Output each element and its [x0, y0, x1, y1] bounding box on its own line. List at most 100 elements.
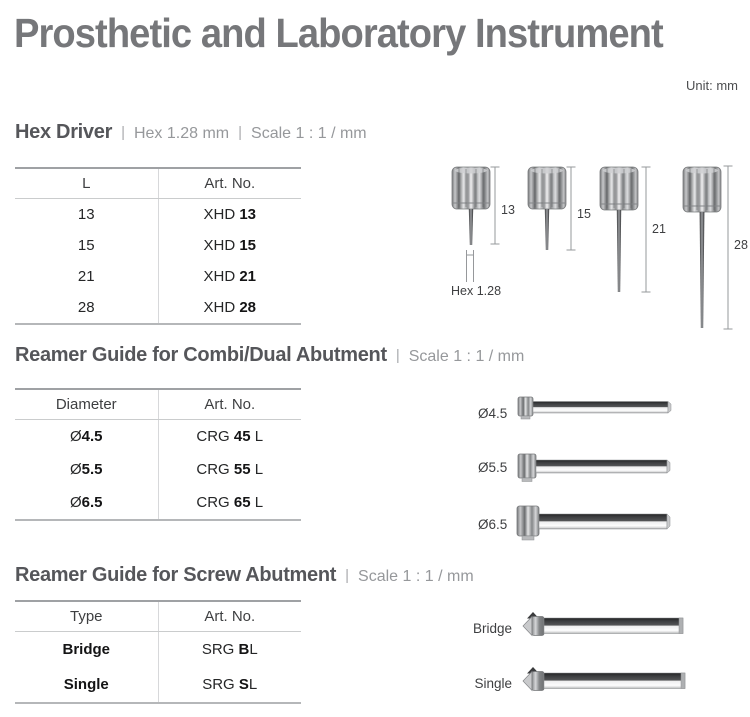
dimension-28	[723, 165, 733, 330]
dimension-15	[566, 166, 576, 251]
diameter-cell: Ø5.5	[15, 453, 159, 486]
table-row: 21 XHD 21	[15, 261, 301, 292]
table-row: 28 XHD 28	[15, 292, 301, 324]
page-title: Prosthetic and Laboratory Instrument	[14, 10, 664, 56]
diameter-cell: Ø6.5	[15, 486, 159, 520]
column-header-diameter: Diameter	[15, 389, 159, 420]
art-suffix: L	[250, 428, 264, 445]
art-bold: 55	[233, 461, 251, 478]
art-prefix: CRG	[196, 428, 234, 445]
section-spec: Scale 1 : 1 / mm	[358, 568, 474, 585]
art-no-cell: CRG 65 L	[158, 486, 301, 520]
hex-driver-figure: 13 Hex 1.28 15 21	[451, 165, 748, 330]
column-header-art-no: Art. No.	[158, 168, 301, 199]
hex-size-label: Hex 1.28	[451, 284, 501, 298]
diameter-symbol: Ø	[69, 461, 82, 478]
diameter-symbol: Ø	[69, 428, 82, 445]
reamer-d65-drawing	[516, 505, 671, 541]
reamer-d55-drawing	[517, 453, 671, 482]
diameter-value: 5.5	[81, 461, 103, 478]
diameter-cell: Ø4.5	[15, 419, 159, 453]
art-no-cell: XHD 28	[158, 292, 301, 324]
section-title: Hex Driver	[15, 121, 113, 143]
table-row: Bridge SRG BL	[15, 631, 301, 668]
hex-driver-table: L Art. No. 13 XHD 13 15 XHD 15 21 XHD 21…	[15, 167, 301, 325]
art-bold: S	[238, 676, 249, 693]
column-header-type: Type	[15, 601, 159, 632]
art-suffix: L	[248, 676, 258, 693]
type-cell: Bridge	[15, 631, 159, 667]
art-suffix: L	[249, 641, 258, 658]
art-bold: 13	[239, 206, 257, 223]
dim-label-28: 28	[734, 238, 748, 252]
art-no-cell: CRG 55 L	[158, 453, 301, 486]
art-suffix: L	[250, 461, 264, 478]
column-header-art-no: Art. No.	[158, 389, 301, 420]
table-header-row: L Art. No.	[15, 168, 301, 199]
table-row: Ø6.5 CRG 65 L	[15, 486, 301, 520]
art-prefix: XHD	[203, 237, 240, 254]
table-row: Single SRG SL	[15, 667, 301, 703]
column-header-art-no: Art. No.	[158, 601, 301, 632]
screw-reamer-label-bridge: Bridge	[473, 621, 512, 636]
diameter-value: 4.5	[81, 428, 103, 445]
reamer-label-d45: Ø4.5	[478, 406, 507, 421]
column-header-l: L	[15, 168, 159, 199]
unit-label: Unit: mm	[686, 78, 738, 93]
table-row: Ø5.5 CRG 55 L	[15, 453, 301, 486]
diameter-value: 6.5	[81, 494, 103, 511]
art-no-cell: XHD 13	[158, 199, 301, 231]
hex-driver-28-drawing	[682, 166, 722, 328]
art-bold: B	[238, 641, 250, 658]
hex-width-dimension	[466, 250, 474, 282]
art-prefix: SRG	[201, 641, 239, 658]
table-header-row: Type Art. No.	[15, 601, 301, 632]
reamer-combi-table: Diameter Art. No. Ø4.5 CRG 45 L Ø5.5 CRG…	[15, 388, 301, 521]
table-row: 13 XHD 13	[15, 198, 301, 231]
section-spec: Scale 1 : 1 / mm	[251, 125, 367, 142]
reamer-screw-figure: Bridge Single	[473, 612, 686, 692]
table-row: Ø4.5 CRG 45 L	[15, 419, 301, 453]
reamer-label-d55: Ø5.5	[478, 460, 507, 475]
dimension-21	[641, 166, 651, 293]
art-no-cell: SRG BL	[158, 632, 301, 668]
length-cell: 13	[15, 198, 159, 230]
section-title: Reamer Guide for Screw Abutment	[15, 564, 337, 586]
art-prefix: CRG	[196, 461, 234, 478]
section-header-reamer-combi: Reamer Guide for Combi/Dual Abutment | S…	[15, 344, 524, 367]
dim-label-15: 15	[577, 207, 591, 221]
art-prefix: CRG	[196, 494, 234, 511]
art-bold: 21	[239, 268, 257, 285]
dim-label-21: 21	[652, 222, 666, 236]
screw-reamer-bridge-drawing	[522, 612, 684, 637]
divider-pipe: |	[238, 124, 243, 141]
dimension-13	[490, 166, 500, 245]
length-cell: 21	[15, 261, 159, 292]
art-prefix: SRG	[202, 676, 239, 693]
reamer-screw-table: Type Art. No. Bridge SRG BL Single SRG S…	[15, 600, 301, 704]
art-prefix: XHD	[203, 206, 240, 223]
dim-label-13: 13	[501, 203, 515, 217]
art-bold: 45	[233, 428, 251, 445]
reamer-d45-drawing	[517, 396, 672, 420]
art-no-cell: XHD 15	[158, 230, 301, 261]
section-spec: Scale 1 : 1 / mm	[408, 348, 525, 365]
diameter-symbol: Ø	[69, 494, 82, 511]
reamer-combi-figure: Ø4.5 Ø5.5 Ø6.5	[478, 396, 672, 541]
art-bold: 65	[233, 494, 251, 511]
hex-driver-21-drawing	[599, 166, 639, 292]
table-row: 15 XHD 15	[15, 230, 301, 261]
art-prefix: XHD	[203, 268, 240, 285]
art-suffix: L	[250, 494, 264, 511]
art-no-cell: SRG SL	[158, 667, 301, 703]
reamer-label-d65: Ø6.5	[478, 517, 507, 532]
table-header-row: Diameter Art. No.	[15, 389, 301, 420]
screw-reamer-single-drawing	[522, 667, 686, 692]
section-spec: Hex 1.28 mm	[133, 125, 230, 142]
length-cell: 28	[15, 292, 159, 324]
hex-driver-15-drawing	[527, 166, 567, 250]
length-cell: 15	[15, 230, 159, 261]
type-cell: Single	[15, 667, 159, 703]
section-header-hex-driver: Hex Driver | Hex 1.28 mm | Scale 1 : 1 /…	[15, 121, 367, 144]
art-prefix: XHD	[203, 299, 240, 316]
